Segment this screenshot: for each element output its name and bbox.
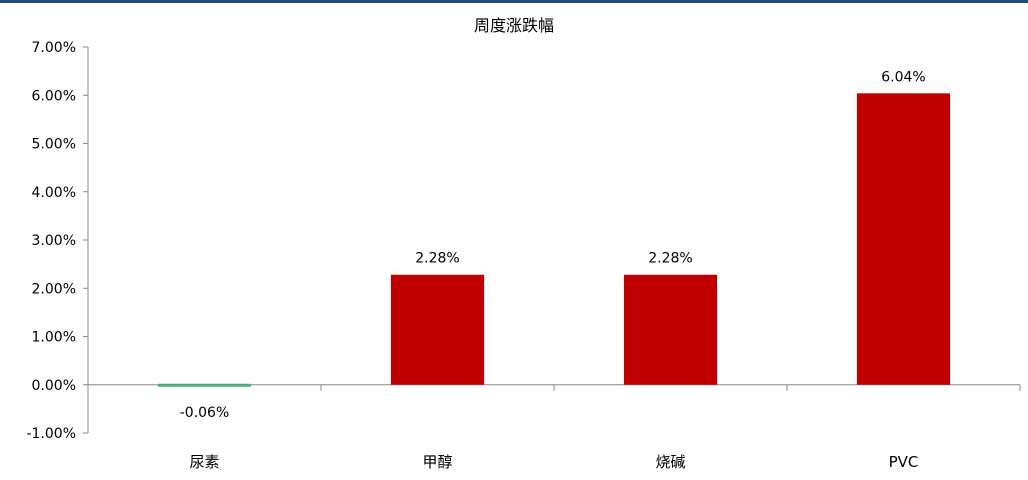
top-border	[0, 0, 1028, 3]
y-tick-label: -1.00%	[26, 426, 76, 442]
x-category-label: 甲醇	[422, 453, 452, 471]
x-category-label: 尿素	[189, 453, 219, 471]
data-label: -0.06%	[180, 405, 230, 421]
data-label: 6.04%	[881, 69, 925, 85]
x-category-label: PVC	[889, 453, 919, 471]
y-tick-label: 5.00%	[32, 137, 76, 153]
bar	[157, 383, 252, 387]
y-tick-label: 4.00%	[32, 185, 76, 201]
bar	[623, 274, 718, 385]
y-tick-label: 6.00%	[32, 88, 76, 104]
y-tick-label: 3.00%	[32, 233, 76, 249]
x-category-label: 烧碱	[655, 453, 685, 471]
bar	[856, 93, 951, 385]
bar	[390, 274, 485, 385]
y-tick-label: 0.00%	[32, 378, 76, 394]
data-label: 2.28%	[648, 251, 692, 267]
y-tick-label: 7.00%	[32, 40, 76, 56]
y-tick-label: 2.00%	[32, 281, 76, 297]
y-tick-label: 1.00%	[32, 330, 76, 346]
data-label: 2.28%	[415, 251, 459, 267]
chart-title: 周度涨跌幅	[473, 16, 554, 35]
